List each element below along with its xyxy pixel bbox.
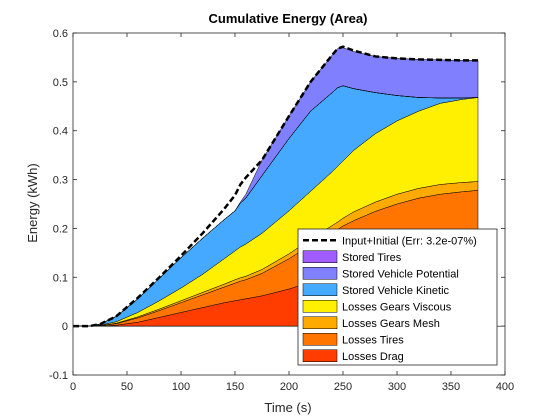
legend-label-stored-tires: Stored Tires (342, 252, 402, 264)
legend-swatch-losses-drag (302, 349, 338, 362)
x-tick-label: 100 (172, 381, 190, 393)
area-stored-tires (73, 85, 479, 327)
x-tick-label: 150 (226, 381, 244, 393)
x-tick-label: 200 (280, 381, 298, 393)
legend-label-losses-drag: Losses Drag (342, 351, 404, 363)
y-tick-label: 0 (62, 321, 68, 333)
legend-swatch-losses-gears-mesh (302, 316, 338, 329)
chart-title: Cumulative Energy (Area) (209, 11, 368, 26)
x-tick-label: 400 (496, 381, 514, 393)
x-tick-label: 300 (388, 381, 406, 393)
legend-label-stored-vehicle-potential: Stored Vehicle Potential (342, 268, 459, 280)
legend-swatch-losses-gears-viscous (302, 300, 338, 313)
legend-swatch-stored-vehicle-kinetic (302, 283, 338, 296)
y-tick-label: 0.4 (53, 126, 68, 138)
legend-label-input-initial-err-3-2e-07: Input+Initial (Err: 3.2e-07%) (342, 235, 477, 247)
legend-label-losses-gears-viscous: Losses Gears Viscous (342, 301, 452, 313)
x-tick-label: 350 (442, 381, 460, 393)
y-tick-label: 0.5 (53, 77, 68, 89)
y-axis-label: Energy (kWh) (25, 163, 40, 242)
axes: 0 50 100 150 200 250 300 350 400-0.100.10.20.30.… (49, 28, 514, 393)
legend-swatch-losses-tires (302, 333, 338, 346)
legend-label-losses-tires: Losses Tires (342, 334, 404, 346)
legend-swatch-stored-tires (302, 250, 338, 263)
y-tick-label: 0.1 (53, 272, 68, 284)
x-tick-label: 50 (121, 381, 133, 393)
y-tick-label: 0.2 (53, 223, 68, 235)
legend: Input+Initial (Err: 3.2e-07%) Stored Tire… (297, 228, 498, 366)
y-tick-label: -0.1 (49, 370, 68, 382)
y-tick-label: 0.3 (53, 175, 68, 187)
legend-label-stored-vehicle-kinetic: Stored Vehicle Kinetic (342, 285, 450, 297)
y-tick-label: 0.6 (53, 28, 68, 40)
x-axis-label: Time (s) (264, 400, 311, 415)
legend-swatch-stored-vehicle-potential (302, 267, 338, 280)
legend-label-losses-gears-mesh: Losses Gears Mesh (342, 318, 440, 330)
line-input-initial (73, 45, 478, 328)
x-tick-label: 250 (334, 381, 352, 393)
x-tick-label: 0 (70, 381, 76, 393)
